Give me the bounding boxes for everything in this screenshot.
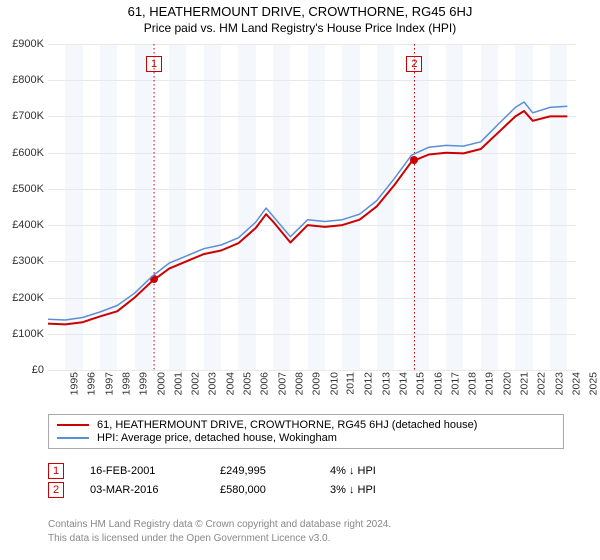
footer-attribution: Contains HM Land Registry data © Crown c…	[48, 518, 564, 545]
x-tick-label: 1997	[103, 372, 115, 395]
sale-price-2: £580,000	[220, 484, 330, 496]
legend-swatch-2	[57, 437, 89, 439]
line-chart-svg	[48, 44, 576, 370]
sale-marker-2: 2	[48, 482, 64, 498]
y-tick-label: £500K	[12, 183, 44, 195]
x-tick-label: 2016	[432, 372, 444, 395]
x-tick-label: 2013	[380, 372, 392, 395]
x-tick-label: 2010	[328, 372, 340, 395]
x-tick-label: 2025	[588, 372, 600, 395]
y-tick-label: £900K	[12, 38, 44, 50]
x-tick-label: 2012	[363, 372, 375, 395]
footer-line-2: This data is licensed under the Open Gov…	[48, 532, 564, 546]
series-line	[48, 111, 567, 324]
x-tick-label: 2015	[415, 372, 427, 395]
x-tick-label: 1996	[86, 372, 98, 395]
x-tick-label: 2008	[293, 372, 305, 395]
sales-row-1: 1 16-FEB-2001 £249,995 4% ↓ HPI	[48, 463, 564, 479]
y-tick-label: £800K	[12, 74, 44, 86]
page-title: 61, HEATHERMOUNT DRIVE, CROWTHORNE, RG45…	[0, 4, 600, 19]
x-tick-label: 2000	[155, 372, 167, 395]
legend-row-series-2: HPI: Average price, detached house, Woki…	[57, 432, 555, 444]
y-tick-label: £100K	[12, 328, 44, 340]
x-tick-label: 2019	[484, 372, 496, 395]
x-tick-label: 1998	[120, 372, 132, 395]
y-tick-label: £700K	[12, 110, 44, 122]
x-tick-label: 2020	[501, 372, 513, 395]
legend-swatch-1	[57, 424, 89, 426]
sale-date-2: 03-MAR-2016	[90, 484, 220, 496]
legend-box: 61, HEATHERMOUNT DRIVE, CROWTHORNE, RG45…	[48, 414, 564, 449]
x-tick-label: 2018	[467, 372, 479, 395]
legend-row-series-1: 61, HEATHERMOUNT DRIVE, CROWTHORNE, RG45…	[57, 419, 555, 431]
y-tick-label: £600K	[12, 147, 44, 159]
sale-marker-1: 1	[48, 463, 64, 479]
x-tick-label: 2007	[276, 372, 288, 395]
chart-container: 61, HEATHERMOUNT DRIVE, CROWTHORNE, RG45…	[0, 0, 600, 560]
sales-row-2: 2 03-MAR-2016 £580,000 3% ↓ HPI	[48, 482, 564, 498]
chart-area: £0£100K£200K£300K£400K£500K£600K£700K£80…	[48, 44, 576, 370]
series-line	[48, 102, 567, 320]
x-tick-label: 2006	[259, 372, 271, 395]
y-tick-label: £300K	[12, 255, 44, 267]
x-tick-label: 2004	[224, 372, 236, 395]
sales-table: 1 16-FEB-2001 £249,995 4% ↓ HPI 2 03-MAR…	[48, 460, 564, 501]
legend-label-1: 61, HEATHERMOUNT DRIVE, CROWTHORNE, RG45…	[97, 419, 477, 431]
sale-delta-1: 4% ↓ HPI	[330, 465, 420, 477]
x-tick-label: 2009	[311, 372, 323, 395]
y-tick-label: £200K	[12, 292, 44, 304]
sale-delta-2: 3% ↓ HPI	[330, 484, 420, 496]
x-axis-labels: 1995 1996 1997 1998 1999 2000 2001 2002 2003 2004…	[48, 372, 576, 412]
x-tick-label: 2022	[536, 372, 548, 395]
x-tick-label: 1995	[68, 372, 80, 395]
x-tick-label: 2001	[172, 372, 184, 395]
x-tick-label: 2014	[397, 372, 409, 395]
x-tick-label: 2024	[570, 372, 582, 395]
sale-price-1: £249,995	[220, 465, 330, 477]
legend-label-2: HPI: Average price, detached house, Woki…	[97, 432, 337, 444]
x-tick-label: 2023	[553, 372, 565, 395]
x-tick-label: 2005	[241, 372, 253, 395]
y-tick-label: £400K	[12, 219, 44, 231]
y-tick-label: £0	[32, 364, 44, 376]
sale-date-1: 16-FEB-2001	[90, 465, 220, 477]
page-subtitle: Price paid vs. HM Land Registry's House …	[0, 21, 600, 35]
title-block: 61, HEATHERMOUNT DRIVE, CROWTHORNE, RG45…	[0, 0, 600, 37]
x-tick-label: 1999	[138, 372, 150, 395]
footer-line-1: Contains HM Land Registry data © Crown c…	[48, 518, 564, 532]
x-tick-label: 2021	[518, 372, 530, 395]
x-tick-label: 2017	[449, 372, 461, 395]
x-tick-label: 2011	[345, 372, 357, 395]
x-tick-label: 2002	[190, 372, 202, 395]
x-tick-label: 2003	[207, 372, 219, 395]
